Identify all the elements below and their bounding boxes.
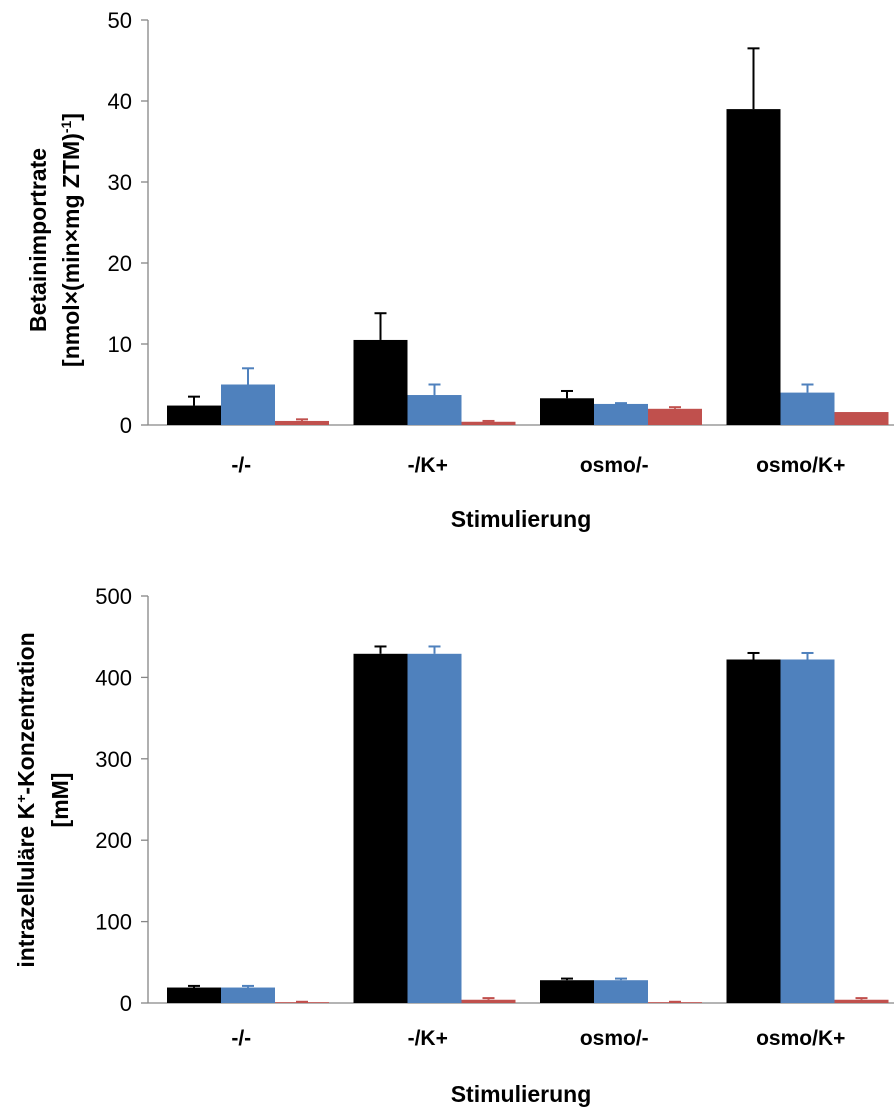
chart-1-bar xyxy=(167,405,221,425)
chart-2-category-label: osmo/K+ xyxy=(756,1027,845,1050)
chart-2-bar xyxy=(834,999,889,1003)
chart-2-y-axis-label-units: [mM] xyxy=(47,773,73,828)
chart-1-bar xyxy=(221,384,275,425)
chart-1-bar xyxy=(648,408,702,425)
chart-2-bar xyxy=(353,653,408,1003)
chart-1-bar xyxy=(275,420,329,425)
chart-1-category-label: osmo/- xyxy=(580,454,649,477)
chart-1-category-label: -/K+ xyxy=(408,454,448,477)
chart-1-y-tick-label: 40 xyxy=(108,89,132,114)
chart-1-bar xyxy=(780,392,835,425)
chart-1-category-label: -/- xyxy=(231,454,251,477)
chart-1-bars xyxy=(167,47,889,425)
chart-2-y-tick-label: 400 xyxy=(95,665,132,690)
chart-1-bar xyxy=(834,412,889,425)
chart-1-y-axis-label-units: [nmol×(min×mg ZTM)-1] xyxy=(58,113,84,367)
chart-2-category-label: osmo/- xyxy=(580,1027,649,1050)
chart-2-bar xyxy=(461,999,516,1003)
chart-2-bar xyxy=(221,987,275,1003)
chart-1-y-tick-label: 50 xyxy=(108,8,132,33)
chart-2-y-tick-label: 100 xyxy=(95,910,132,935)
chart-1-category-label: osmo/K+ xyxy=(756,454,845,477)
chart-2-y-tick-label: 500 xyxy=(95,584,132,609)
chart-1-bar xyxy=(353,339,408,425)
chart-1-category-labels: -/- -/K+ osmo/- osmo/K+ xyxy=(231,454,845,477)
chart-1-y-tick-label: 10 xyxy=(108,332,132,357)
chart-2-category-label: -/- xyxy=(231,1027,251,1050)
chart-1-y-tick-label: 0 xyxy=(120,413,132,438)
chart-2-y-ticks: 0 100 200 300 400 500 xyxy=(95,584,148,1016)
chart-1-bar xyxy=(726,109,781,425)
chart-2-bar xyxy=(407,653,462,1003)
chart-2-bar xyxy=(167,987,221,1003)
chart-2-bar xyxy=(780,659,835,1003)
chart-1-bar xyxy=(461,421,516,425)
chart-1: 0 10 20 30 40 50 -/- -/K+ osmo/- osmo/K+ Stimuli… xyxy=(25,8,894,532)
chart-2-bars xyxy=(167,645,889,1003)
chart-2-y-tick-label: 0 xyxy=(120,991,132,1016)
chart-1-bar xyxy=(407,395,462,425)
chart-2-category-label: -/K+ xyxy=(408,1027,448,1050)
chart-1-bar xyxy=(540,398,594,425)
chart-1-x-axis-label: Stimulierung xyxy=(451,506,592,532)
chart-2-bar xyxy=(726,659,781,1003)
chart-1-y-tick-label: 20 xyxy=(108,251,132,276)
chart-2-category-labels: -/- -/K+ osmo/- osmo/K+ xyxy=(231,1027,845,1050)
chart-1-y-ticks: 0 10 20 30 40 50 xyxy=(108,8,148,438)
chart-2-y-tick-label: 300 xyxy=(95,747,132,772)
chart-1-y-tick-label: 30 xyxy=(108,170,132,195)
chart-2-y-axis-label: intrazelluläre K+-Konzentration xyxy=(13,632,39,967)
chart-2-x-axis-label: Stimulierung xyxy=(451,1081,592,1107)
chart-2-bar xyxy=(594,980,648,1003)
chart-1-y-axis-label: Betainimportrate xyxy=(25,148,51,332)
chart-2: 0 100 200 300 400 500 -/- -/K+ osmo/- osmo/K+ St… xyxy=(13,584,894,1107)
chart-2-y-tick-label: 200 xyxy=(95,828,132,853)
chart-2-bar xyxy=(540,980,594,1003)
chart-1-bar xyxy=(594,403,648,425)
